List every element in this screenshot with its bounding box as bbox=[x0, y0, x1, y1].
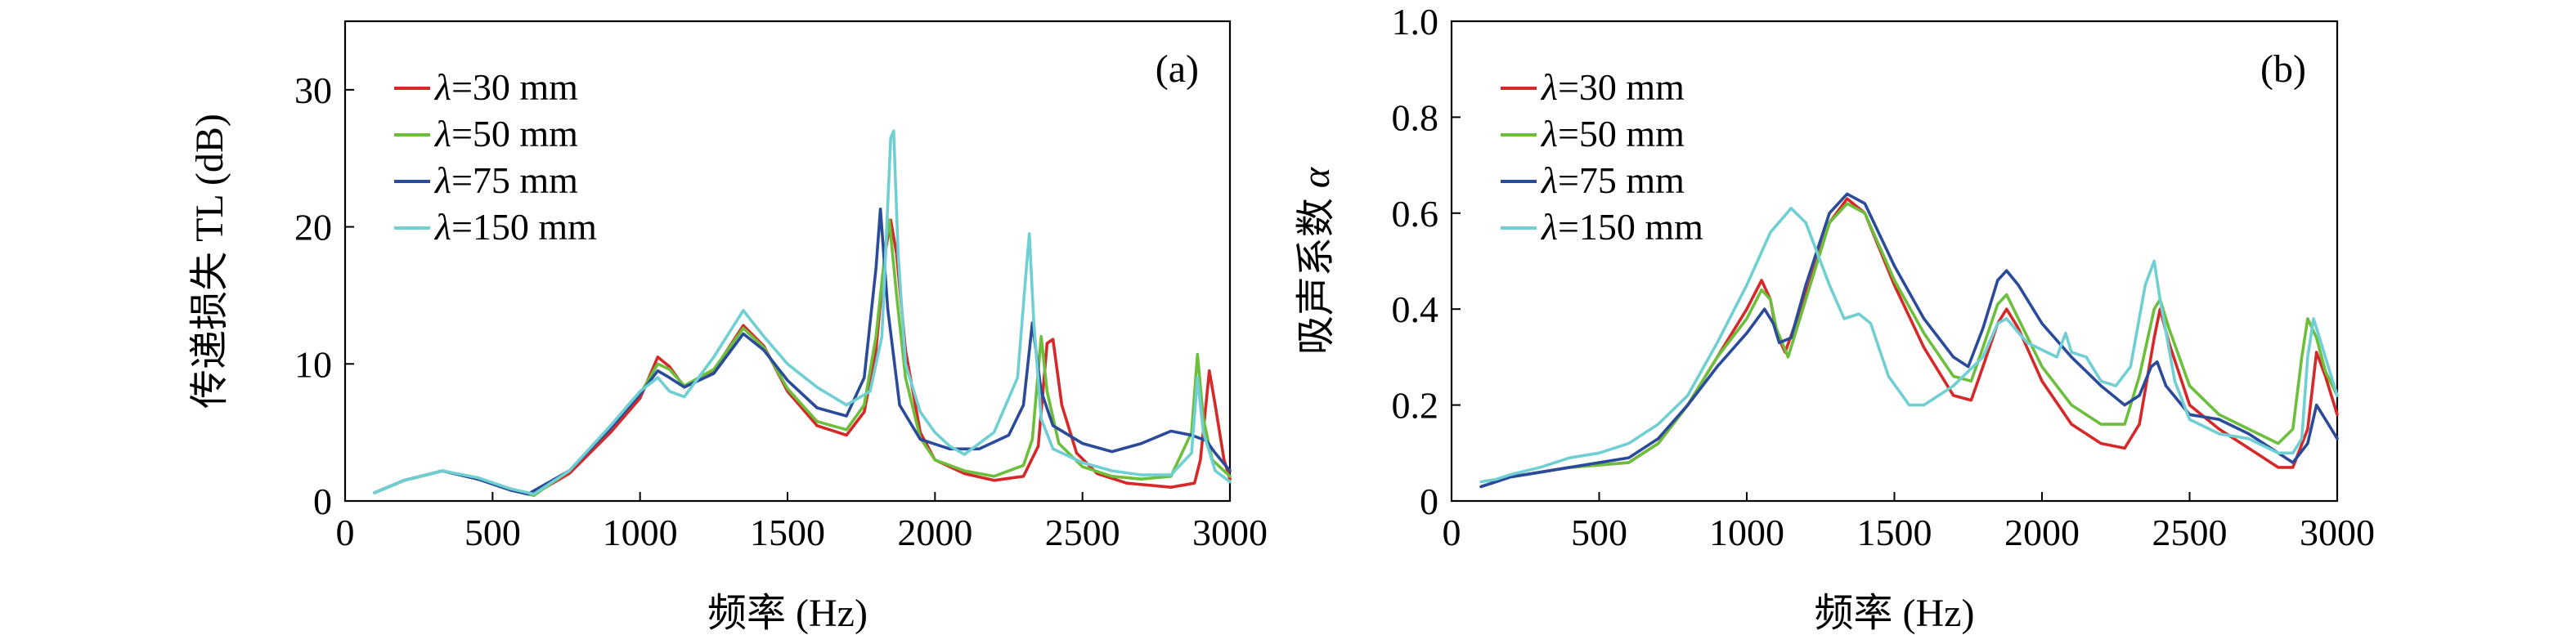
x-tick-label: 2000 bbox=[897, 512, 972, 553]
legend-label: λ=50 mm bbox=[433, 113, 578, 154]
legend-label: λ=150 mm bbox=[433, 206, 597, 248]
series-line-2 bbox=[1479, 202, 2339, 489]
series-line-1 bbox=[373, 218, 1232, 496]
y-axis-title: 传递损失 TL (dB) bbox=[188, 114, 231, 409]
x-axis-title: 频率 (Hz) bbox=[707, 592, 868, 635]
series-line-3 bbox=[1479, 192, 2339, 489]
x-tick-label: 3000 bbox=[1192, 512, 1268, 553]
y-tick-label: 0 bbox=[1420, 481, 1438, 522]
legend-label: λ=75 mm bbox=[1540, 159, 1685, 201]
y-tick-label: 0.8 bbox=[1392, 96, 1439, 138]
y-tick-label: 0.6 bbox=[1392, 193, 1439, 235]
x-tick-label: 500 bbox=[464, 512, 521, 553]
y-axis-title: 吸声系数 α bbox=[1295, 167, 1338, 355]
series-line-4 bbox=[1479, 207, 2339, 484]
y-tick-label: 20 bbox=[294, 207, 332, 248]
x-tick-label: 500 bbox=[1571, 512, 1627, 553]
legend-label: λ=50 mm bbox=[1540, 113, 1685, 154]
x-tick-label: 1000 bbox=[603, 512, 678, 553]
x-tick-label: 0 bbox=[1443, 512, 1461, 553]
panel-label: (b) bbox=[2260, 47, 2306, 91]
x-tick-label: 2500 bbox=[1045, 512, 1120, 553]
legend-label: λ=30 mm bbox=[1540, 66, 1685, 108]
x-tick-label: 0 bbox=[336, 512, 355, 553]
x-tick-label: 2500 bbox=[2152, 512, 2228, 553]
y-tick-label: 10 bbox=[294, 343, 332, 385]
x-tick-label: 1500 bbox=[750, 512, 825, 553]
chart-panel-b: 0 500 1000 1500 2000 2500 3000 0 0.2 0.4 0.6 0.8 1.0… bbox=[1295, 1, 2375, 635]
y-tick-label: 0.2 bbox=[1392, 385, 1439, 427]
panel-label: (a) bbox=[1156, 47, 1199, 91]
x-axis-title: 频率 (Hz) bbox=[1815, 592, 1975, 635]
x-tick-label: 1000 bbox=[1709, 512, 1784, 553]
x-tick-label: 2000 bbox=[2004, 512, 2080, 553]
y-tick-label: 1.0 bbox=[1392, 1, 1439, 42]
legend: λ=30 mm λ=50 mm λ=75 mm λ=150 mm bbox=[1501, 66, 1703, 248]
y-tick-label: 30 bbox=[294, 69, 332, 111]
legend-label: λ=75 mm bbox=[433, 159, 578, 201]
series-line-2 bbox=[373, 218, 1232, 498]
y-tick-label: 0.4 bbox=[1392, 288, 1439, 330]
legend: λ=30 mm λ=50 mm λ=75 mm λ=150 mm bbox=[394, 66, 597, 248]
y-tick-label: 0 bbox=[313, 481, 332, 522]
legend-label: λ=150 mm bbox=[1540, 206, 1703, 248]
x-tick-label: 1500 bbox=[1857, 512, 1932, 553]
legend-label: λ=30 mm bbox=[433, 66, 578, 108]
series-line-4 bbox=[373, 129, 1232, 496]
series-line-3 bbox=[373, 208, 1232, 496]
x-tick-label: 3000 bbox=[2300, 512, 2375, 553]
